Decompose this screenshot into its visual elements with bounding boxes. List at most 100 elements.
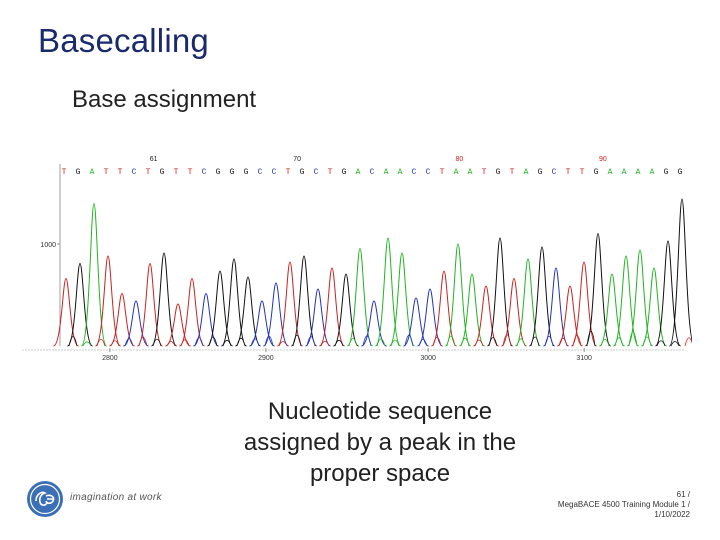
trace-peak bbox=[304, 288, 332, 347]
x-tick-label: 3000 bbox=[420, 355, 436, 362]
caption: Nucleotide sequence assigned by a peak i… bbox=[200, 396, 560, 489]
position-scale-label: 80 bbox=[455, 156, 463, 163]
trace-shoulder bbox=[124, 338, 134, 347]
trace-shoulder bbox=[250, 338, 260, 347]
x-tick-label: 3100 bbox=[576, 355, 592, 362]
trace-peak bbox=[290, 255, 318, 347]
trace-peak bbox=[234, 276, 262, 347]
trace-shoulder bbox=[278, 341, 288, 347]
caption-line-1: Nucleotide sequence bbox=[267, 398, 493, 425]
trace-peak bbox=[80, 202, 108, 347]
sequence-base: T bbox=[510, 168, 515, 177]
sequence-base: T bbox=[328, 168, 333, 177]
sequence-base: G bbox=[496, 168, 501, 177]
trace-peak bbox=[220, 258, 248, 347]
sequence-base: G bbox=[216, 168, 221, 177]
footer-page: 61 / bbox=[676, 490, 690, 499]
caption-line-2: assigned by a peak in the bbox=[243, 429, 517, 456]
sequence-base: T bbox=[566, 168, 571, 177]
sequence-base: T bbox=[286, 168, 291, 177]
trace-shoulder bbox=[82, 341, 92, 347]
sequence-base: A bbox=[468, 168, 473, 177]
sequence-base: T bbox=[188, 168, 193, 177]
x-tick-label: 2900 bbox=[258, 355, 274, 362]
position-scale-label: 70 bbox=[293, 156, 301, 163]
sequence-base: G bbox=[76, 168, 81, 177]
trace-shoulder bbox=[502, 334, 512, 347]
sequence-base: C bbox=[552, 168, 557, 177]
footer-module: MegaBACE 4500 Training Module 1 / bbox=[557, 500, 690, 509]
trace-peak bbox=[542, 267, 570, 347]
sequence-base: C bbox=[370, 168, 375, 177]
sequence-base: G bbox=[230, 168, 235, 177]
sequence-base: G bbox=[678, 168, 683, 177]
trace-peak bbox=[388, 252, 416, 347]
sequence-base: A bbox=[524, 168, 529, 177]
slide-subtitle: Base assignment bbox=[72, 86, 257, 113]
trace-peak bbox=[361, 300, 387, 347]
sequence-base: A bbox=[384, 168, 389, 177]
sequence-base: C bbox=[258, 168, 263, 177]
trace-peak bbox=[150, 252, 178, 347]
sequence-base: C bbox=[272, 168, 277, 177]
sequence-base: T bbox=[118, 168, 123, 177]
trace-peak bbox=[262, 282, 290, 347]
sequence-base: T bbox=[482, 168, 487, 177]
trace-peak bbox=[123, 300, 149, 347]
sequence-base: T bbox=[62, 168, 67, 177]
trace-shoulder bbox=[684, 337, 694, 347]
trace-shoulder bbox=[670, 341, 680, 347]
sequence-base: G bbox=[160, 168, 165, 177]
trace-shoulder bbox=[194, 337, 204, 347]
trace-peak bbox=[374, 237, 402, 347]
trace-peak bbox=[486, 237, 514, 347]
trace-peak bbox=[108, 292, 136, 347]
sequence-base: T bbox=[174, 168, 179, 177]
trace-peak bbox=[178, 277, 206, 347]
trace-peak bbox=[584, 232, 612, 347]
footer-date: 1/10/2022 bbox=[654, 510, 690, 519]
sequence-base: T bbox=[146, 168, 151, 177]
sequence-base: G bbox=[538, 168, 543, 177]
trace-shoulder bbox=[306, 336, 316, 347]
trace-peak bbox=[626, 249, 654, 347]
sequence-base: G bbox=[664, 168, 669, 177]
sequence-base: G bbox=[300, 168, 305, 177]
sequence-base: A bbox=[90, 168, 95, 177]
trace-shoulder bbox=[628, 331, 638, 347]
trace-peak bbox=[318, 267, 346, 347]
sequence-base: A bbox=[356, 168, 361, 177]
sequence-base: G bbox=[342, 168, 347, 177]
sequence-base: T bbox=[440, 168, 445, 177]
trace-peak bbox=[94, 255, 122, 347]
sequence-base: C bbox=[426, 168, 431, 177]
sequence-base: A bbox=[454, 168, 459, 177]
trace-peak bbox=[346, 247, 374, 347]
position-scale-label: 90 bbox=[599, 156, 607, 163]
caption-line-3: proper space bbox=[309, 460, 451, 487]
sequence-base: A bbox=[650, 168, 655, 177]
trace-peak bbox=[192, 292, 220, 347]
trace-shoulder bbox=[656, 340, 666, 347]
sequence-base: C bbox=[202, 168, 207, 177]
sequence-base: A bbox=[398, 168, 403, 177]
y-tick-label: 1000 bbox=[40, 242, 56, 249]
slide-footer: 61 / MegaBACE 4500 Training Module 1 / 1… bbox=[558, 490, 690, 520]
trace-peak bbox=[556, 285, 584, 347]
position-scale-label: 61 bbox=[150, 156, 158, 163]
trace-peak bbox=[66, 262, 94, 347]
trace-peak bbox=[528, 246, 556, 347]
trace-peak bbox=[165, 303, 191, 347]
x-tick-label: 2800 bbox=[102, 355, 118, 362]
sequence-base: C bbox=[132, 168, 137, 177]
trace-peak bbox=[458, 273, 486, 347]
trace-peak bbox=[668, 198, 696, 347]
sequence-base: C bbox=[412, 168, 417, 177]
brand-tagline: imagination at work bbox=[70, 492, 162, 503]
sequence-base: T bbox=[104, 168, 109, 177]
sequence-base: A bbox=[636, 168, 641, 177]
ge-logo-icon bbox=[27, 481, 63, 517]
sequence-base: A bbox=[608, 168, 613, 177]
